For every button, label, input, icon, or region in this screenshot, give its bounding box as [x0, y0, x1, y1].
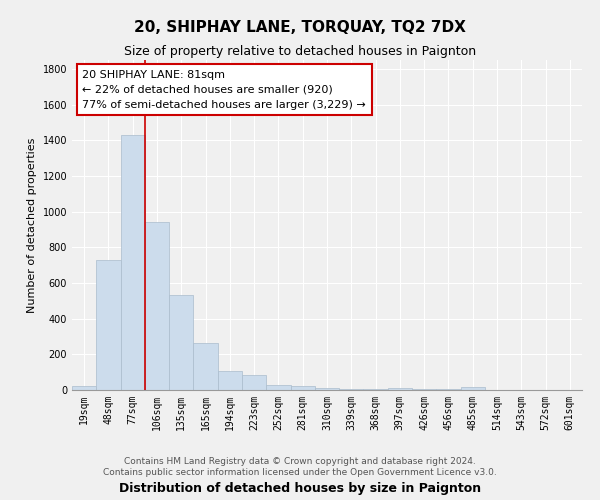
Bar [388, 388, 412, 390]
Text: Size of property relative to detached houses in Paignton: Size of property relative to detached ho… [124, 45, 476, 58]
Bar [72, 386, 96, 390]
Bar [242, 375, 266, 390]
Text: Contains HM Land Registry data © Crown copyright and database right 2024.
Contai: Contains HM Land Registry data © Crown c… [103, 458, 497, 477]
Y-axis label: Number of detached properties: Number of detached properties [27, 138, 37, 312]
Bar [339, 389, 364, 390]
Bar [461, 387, 485, 390]
Bar [193, 342, 218, 390]
Bar [364, 389, 388, 390]
Bar [121, 135, 145, 390]
Text: Distribution of detached houses by size in Paignton: Distribution of detached houses by size … [119, 482, 481, 495]
Text: 20, SHIPHAY LANE, TORQUAY, TQ2 7DX: 20, SHIPHAY LANE, TORQUAY, TQ2 7DX [134, 20, 466, 35]
Bar [169, 296, 193, 390]
Bar [266, 384, 290, 390]
Bar [436, 389, 461, 390]
Bar [290, 386, 315, 390]
Bar [96, 260, 121, 390]
Text: 20 SHIPHAY LANE: 81sqm
← 22% of detached houses are smaller (920)
77% of semi-de: 20 SHIPHAY LANE: 81sqm ← 22% of detached… [82, 70, 366, 110]
Bar [412, 389, 436, 390]
Bar [145, 222, 169, 390]
Bar [218, 372, 242, 390]
Bar [315, 388, 339, 390]
